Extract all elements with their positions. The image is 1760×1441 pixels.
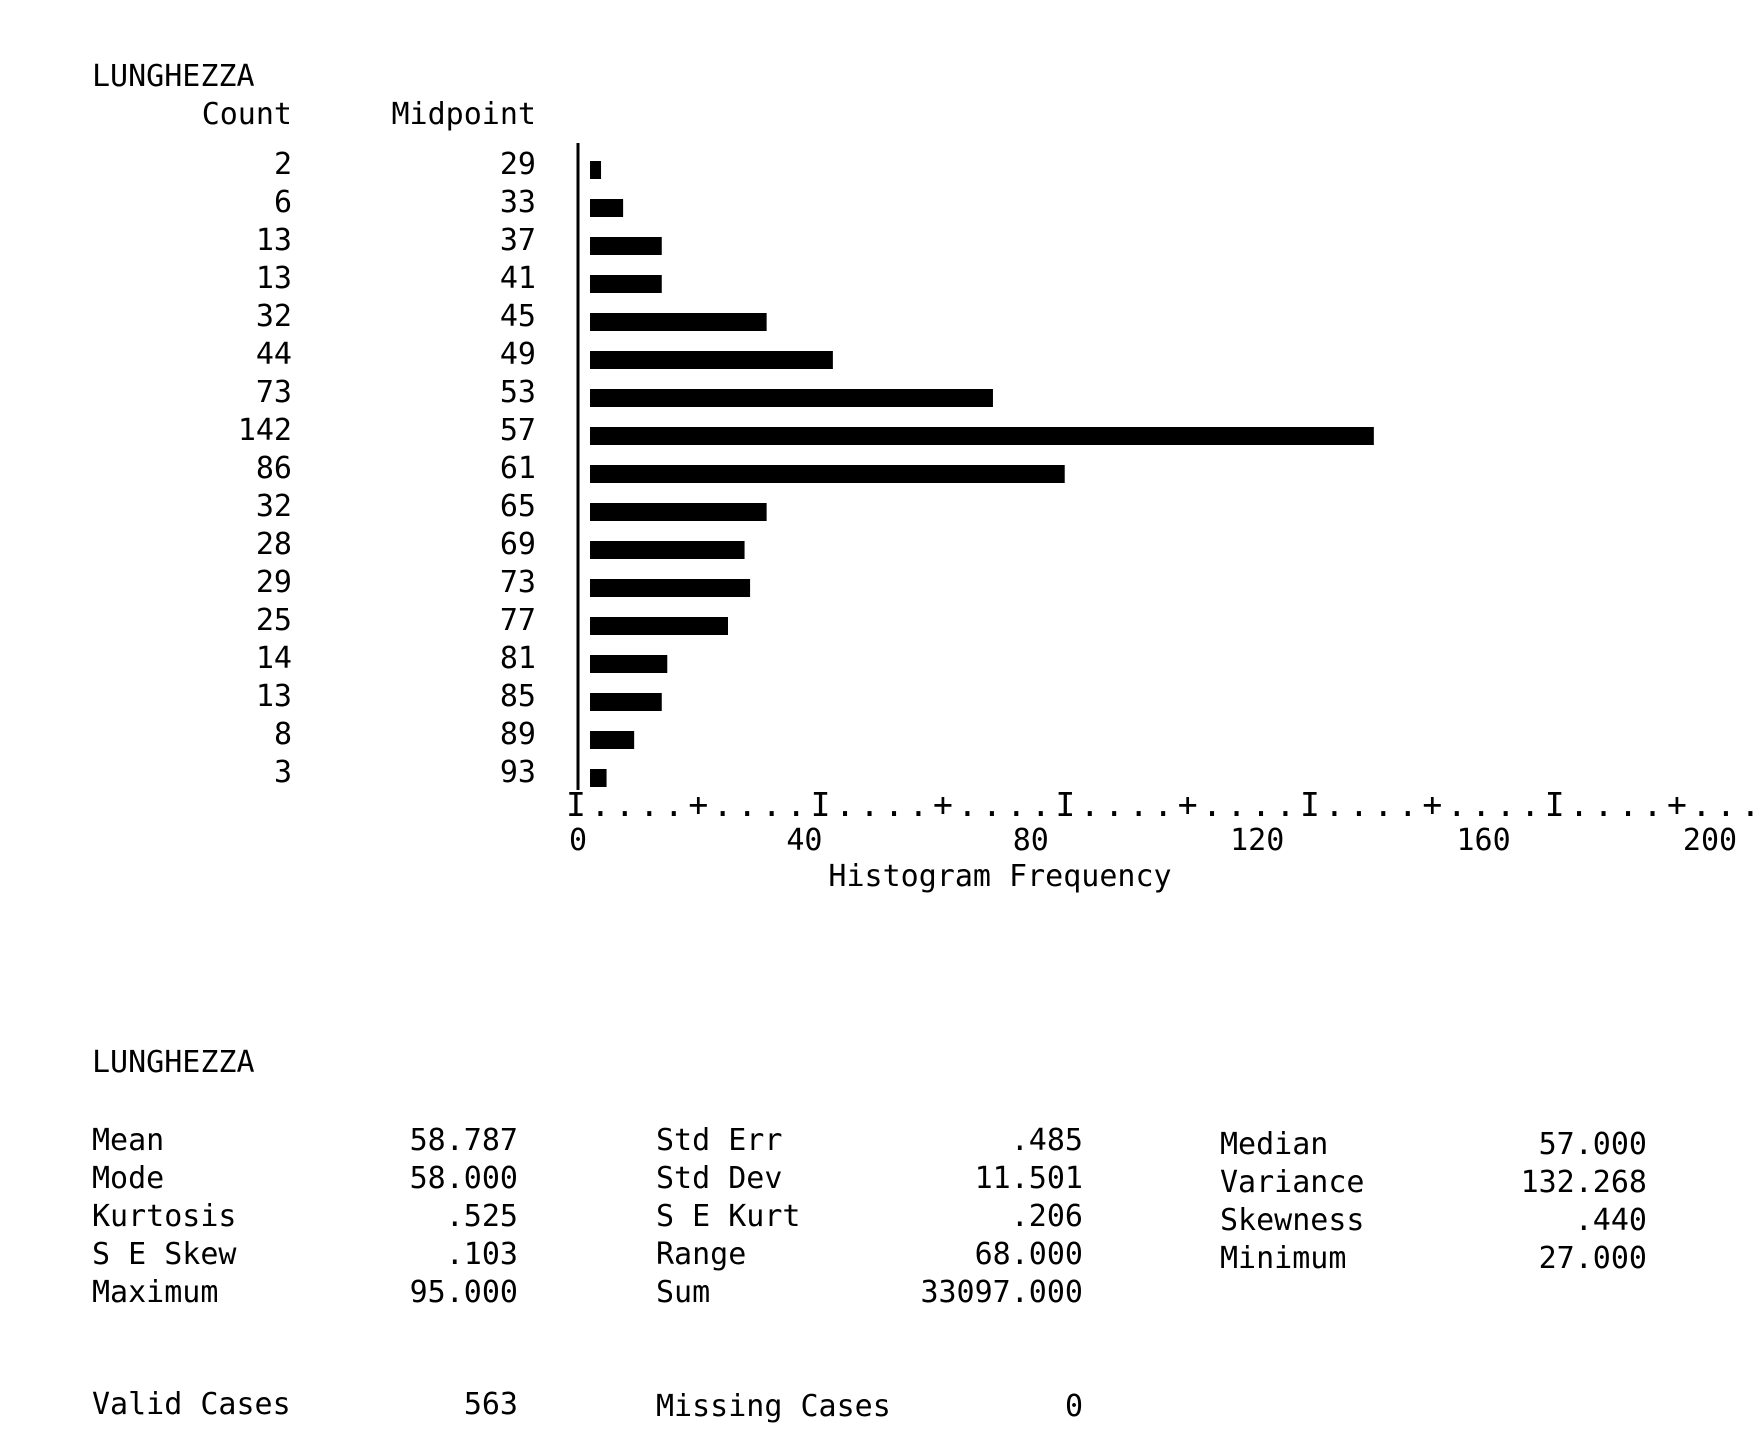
midpoint-value: 53 — [499, 375, 536, 410]
histogram-bar — [590, 313, 767, 331]
count-column-header: Count — [201, 97, 292, 132]
midpoint-value: 57 — [499, 413, 536, 448]
count-value: 13 — [255, 261, 292, 296]
count-value: 28 — [255, 527, 292, 562]
midpoint-value: 73 — [499, 565, 536, 600]
histogram-bar — [590, 351, 833, 369]
missing-cases-label: Missing Cases — [656, 1389, 891, 1424]
stat-label: Range — [656, 1237, 747, 1272]
count-value: 13 — [255, 223, 292, 258]
midpoint-value: 29 — [499, 147, 536, 182]
stat-label: S E Skew — [92, 1237, 237, 1272]
midpoint-value: 65 — [499, 489, 536, 524]
stat-value: 57.000 — [1538, 1127, 1647, 1162]
histogram-bar — [590, 503, 767, 521]
histogram-bar — [590, 541, 745, 559]
stat-value: 95.000 — [409, 1275, 518, 1310]
midpoint-value: 37 — [499, 223, 536, 258]
count-value: 13 — [255, 679, 292, 714]
stat-value: 58.787 — [409, 1123, 518, 1158]
stat-value: 33097.000 — [920, 1275, 1083, 1310]
stat-value: .440 — [1574, 1203, 1647, 1238]
midpoint-value: 49 — [499, 337, 536, 372]
valid-cases-label: Valid Cases — [92, 1387, 291, 1422]
count-value: 142 — [237, 413, 292, 448]
stat-label: Minimum — [1220, 1241, 1347, 1276]
stat-label: Mean — [92, 1123, 165, 1158]
count-value: 32 — [255, 299, 292, 334]
stat-value: .206 — [1010, 1199, 1083, 1234]
x-axis-ruler: I....+....I....+....I....+....I....+....… — [566, 785, 1760, 824]
stat-label: Skewness — [1220, 1203, 1365, 1238]
stat-label: Mode — [92, 1161, 165, 1196]
histogram-bar — [590, 769, 607, 787]
x-tick-label: 40 — [786, 823, 823, 858]
count-value: 3 — [273, 755, 292, 790]
stat-value: .485 — [1010, 1123, 1083, 1158]
histogram-bar — [590, 237, 662, 255]
midpoint-value: 85 — [499, 679, 536, 714]
midpoint-value: 33 — [499, 185, 536, 220]
stat-label: Median — [1220, 1127, 1329, 1162]
histogram-variable-title: LUNGHEZZA — [92, 59, 255, 94]
histogram-bar — [590, 655, 668, 673]
x-tick-label: 200 — [1682, 823, 1738, 858]
stat-value: 68.000 — [974, 1237, 1083, 1272]
valid-cases-value: 563 — [463, 1387, 518, 1422]
histogram-bar — [590, 579, 751, 597]
midpoint-value: 61 — [499, 451, 536, 486]
count-value: 6 — [273, 185, 292, 220]
stats-variable-title: LUNGHEZZA — [92, 1045, 255, 1080]
count-value: 14 — [255, 641, 292, 676]
stat-label: S E Kurt — [656, 1199, 801, 1234]
stat-value: 27.000 — [1538, 1241, 1647, 1276]
midpoint-value: 45 — [499, 299, 536, 334]
midpoint-value: 77 — [499, 603, 536, 638]
midpoint-value: 41 — [499, 261, 536, 296]
count-value: 25 — [255, 603, 292, 638]
count-value: 29 — [255, 565, 292, 600]
count-value: 86 — [255, 451, 292, 486]
histogram-bar — [590, 617, 728, 635]
stat-label: Std Err — [656, 1123, 783, 1158]
x-tick-label: 0 — [568, 823, 588, 858]
count-value: 8 — [273, 717, 292, 752]
histogram-bar — [590, 465, 1065, 483]
histogram-bar — [590, 161, 602, 179]
x-tick-label: 120 — [1230, 823, 1285, 858]
midpoint-value: 69 — [499, 527, 536, 562]
midpoint-column-header: Midpoint — [391, 97, 537, 132]
stat-value: 58.000 — [409, 1161, 518, 1196]
histogram-bar — [590, 731, 635, 749]
missing-cases-value: 0 — [1064, 1389, 1083, 1424]
stat-value: .103 — [445, 1237, 518, 1272]
stat-label: Kurtosis — [92, 1199, 237, 1234]
stat-label: Std Dev — [656, 1161, 783, 1196]
count-value: 73 — [255, 375, 292, 410]
histogram-bar — [590, 693, 662, 711]
histogram-bar — [590, 389, 993, 407]
x-axis-label: Histogram Frequency — [828, 859, 1172, 894]
stat-label: Sum — [656, 1275, 711, 1310]
count-value: 2 — [273, 147, 292, 182]
x-tick-label: 160 — [1456, 823, 1511, 858]
count-value: 32 — [255, 489, 292, 524]
midpoint-value: 89 — [499, 717, 536, 752]
stat-value: .525 — [445, 1199, 518, 1234]
histogram-chart — [576, 143, 1374, 790]
count-value: 44 — [255, 337, 292, 372]
histogram-bar — [590, 199, 624, 217]
midpoint-value: 81 — [499, 641, 536, 676]
x-tick-label: 80 — [1012, 823, 1049, 858]
stat-label: Maximum — [92, 1275, 219, 1310]
histogram-bar — [590, 427, 1374, 445]
midpoint-value: 93 — [499, 755, 536, 790]
stat-value: 132.268 — [1520, 1165, 1647, 1200]
stat-value: 11.501 — [974, 1161, 1083, 1196]
stat-label: Variance — [1220, 1165, 1365, 1200]
histogram-bar — [590, 275, 662, 293]
